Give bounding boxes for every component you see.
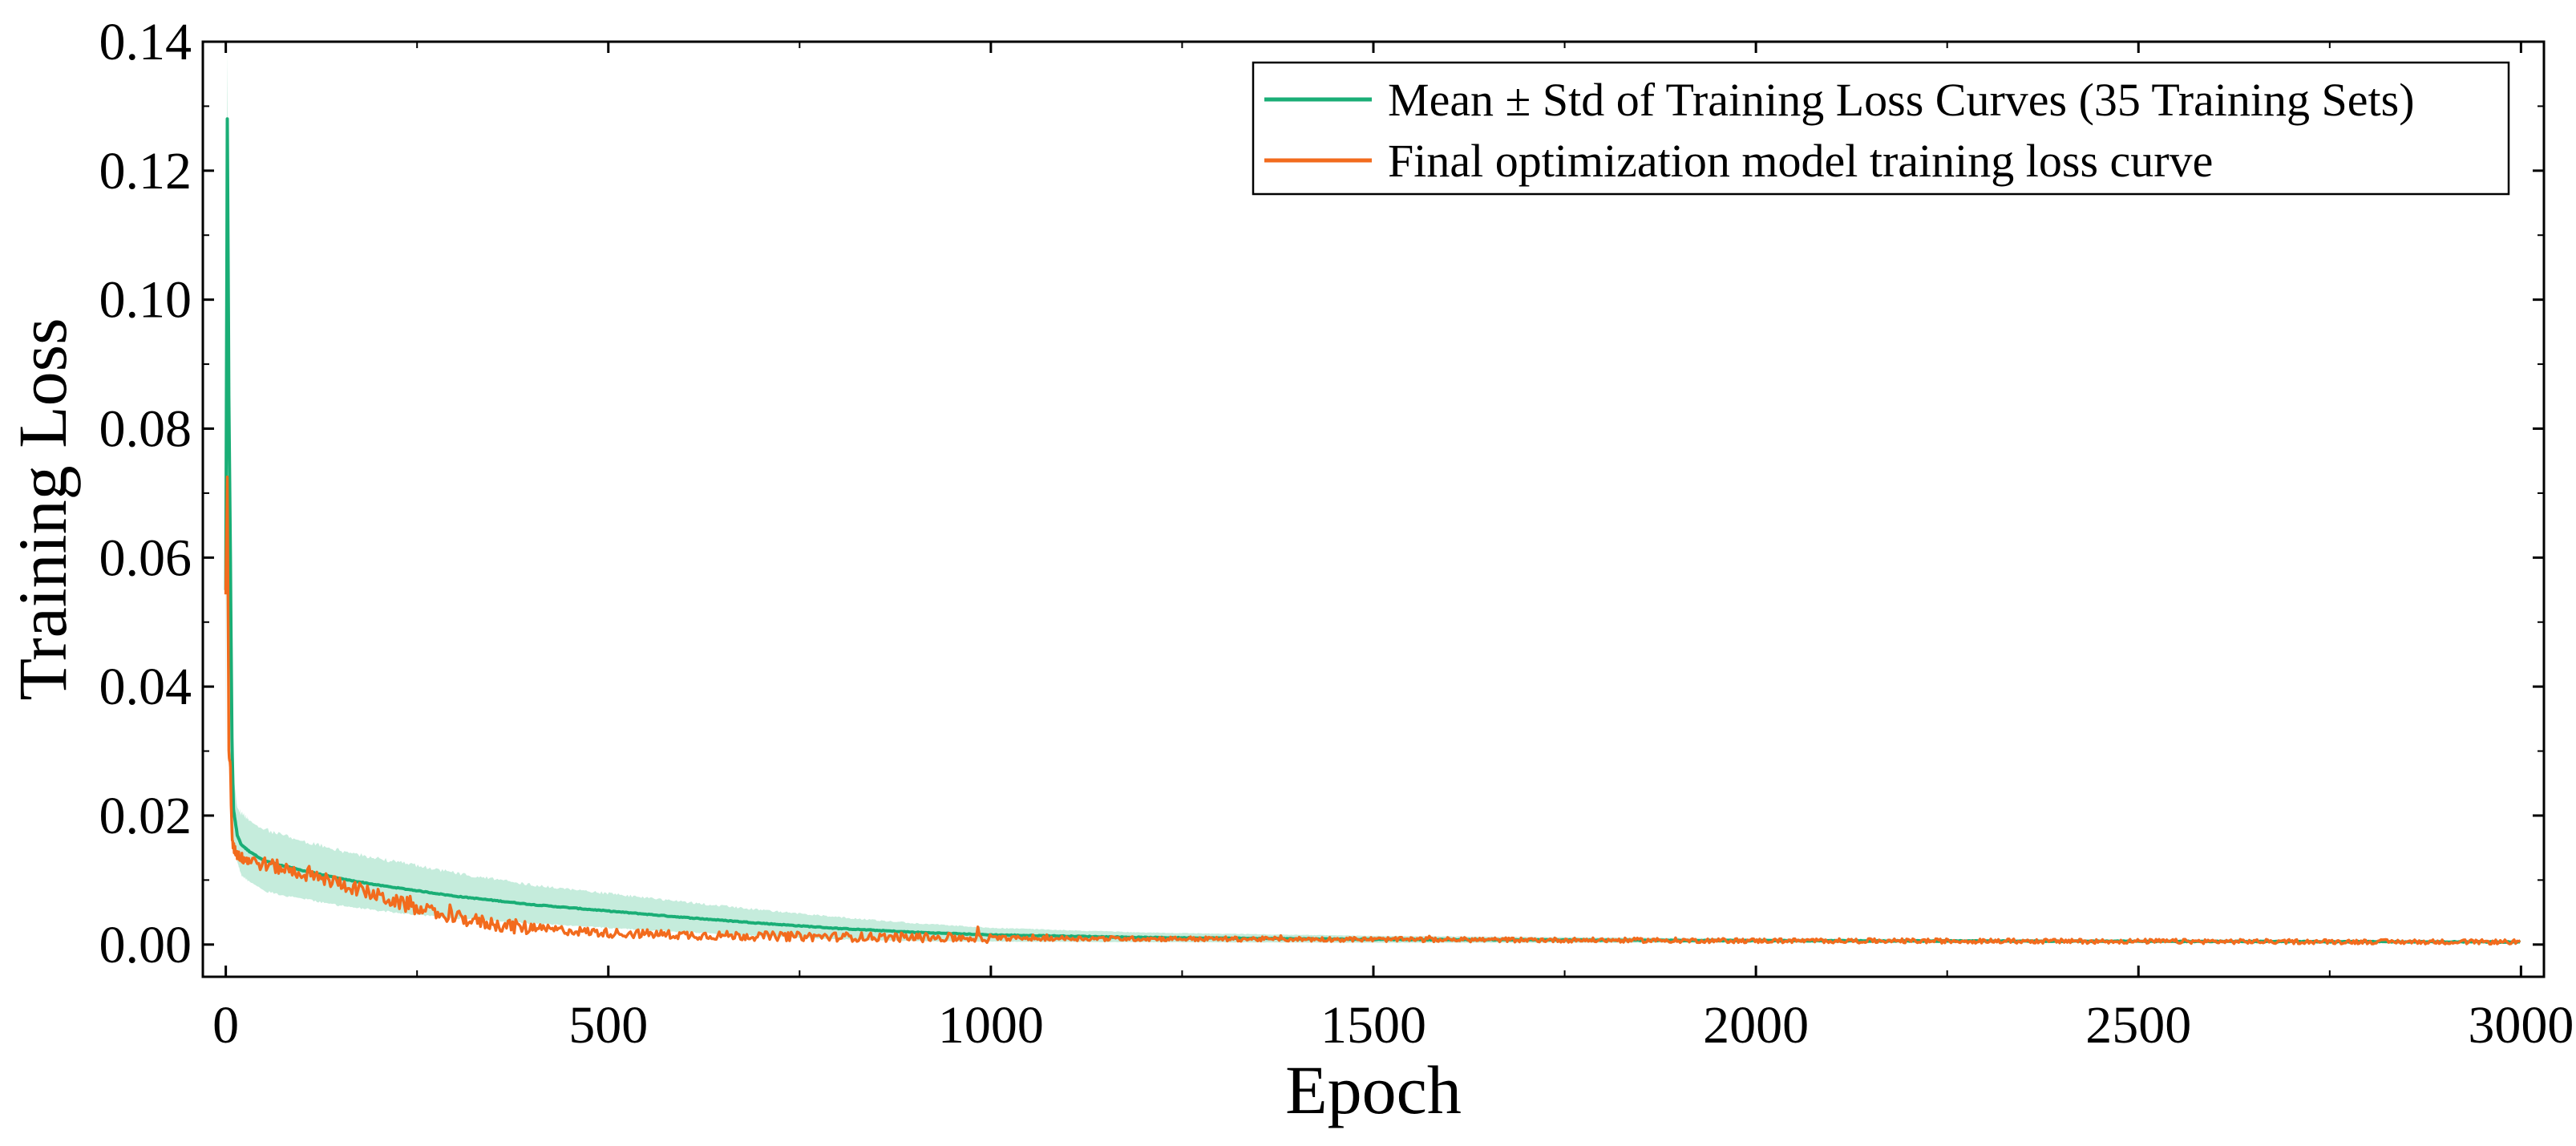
x-tick-label: 1000	[938, 996, 1044, 1055]
plot-area	[224, 50, 2521, 946]
legend: Mean ± Std of Training Loss Curves (35 T…	[1252, 61, 2510, 196]
series-mean-line	[224, 117, 2521, 944]
x-tick-label: 0	[212, 996, 239, 1055]
y-tick-label: 0.14	[99, 13, 192, 71]
y-tick-label: 0.08	[99, 399, 192, 458]
x-tick-label: 2000	[1703, 996, 1809, 1055]
y-tick-label: 0.00	[99, 916, 192, 974]
legend-label-mean: Mean ± Std of Training Loss Curves (35 T…	[1388, 74, 2415, 126]
x-tick-label: 500	[568, 996, 648, 1055]
x-axis-label: Epoch	[1285, 1051, 1462, 1128]
y-tick-label: 0.02	[99, 787, 192, 845]
y-tick-label: 0.06	[99, 528, 192, 587]
x-tick-label: 2500	[2085, 996, 2191, 1055]
x-tick-label: 3000	[2468, 996, 2574, 1055]
y-axis-label: Training Loss	[4, 318, 81, 700]
y-tick-label: 0.10	[99, 271, 192, 330]
axis-ticks: 0 500 1000 1500 2000 2500 3000 0.00 0.02 0.04 0.06…	[99, 13, 2574, 1055]
series-final-line	[224, 476, 2521, 946]
y-tick-label: 0.04	[99, 658, 192, 716]
y-tick-label: 0.12	[99, 142, 192, 200]
legend-label-final: Final optimization model training loss c…	[1388, 135, 2213, 187]
x-tick-label: 1500	[1320, 996, 1426, 1055]
legend-box	[1252, 61, 2510, 196]
